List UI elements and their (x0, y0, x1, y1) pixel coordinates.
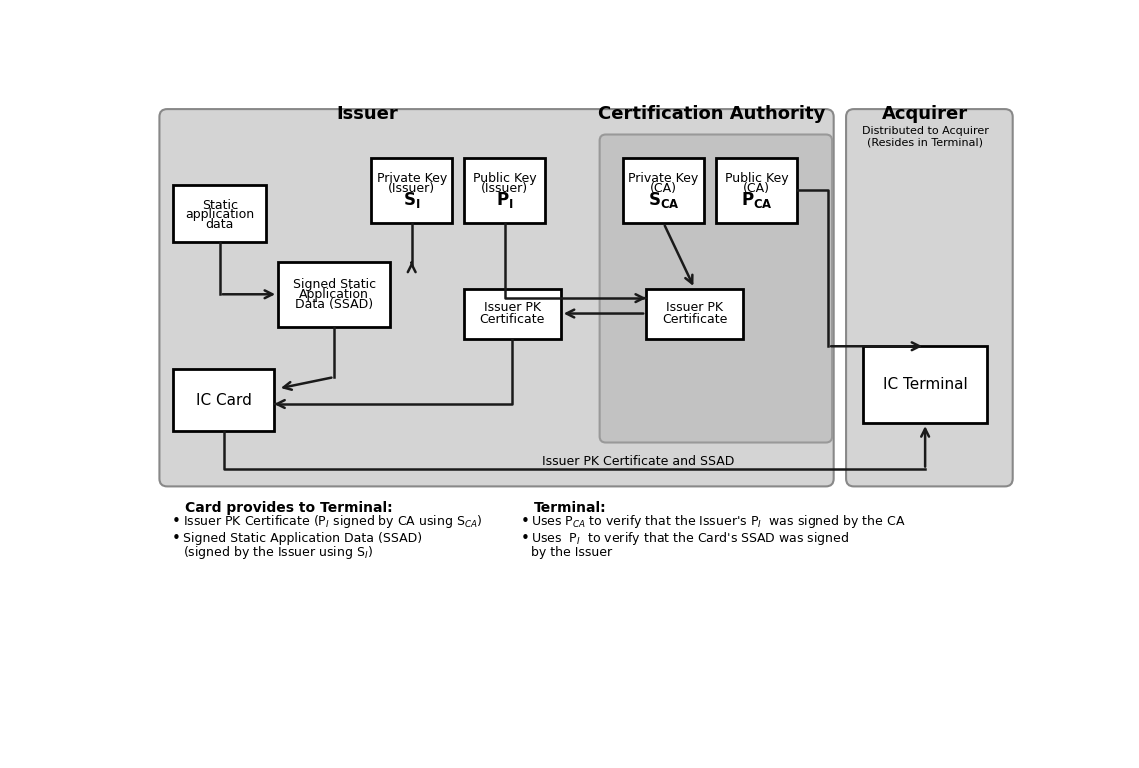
Text: Uses P$_{CA}$ to verify that the Issuer's P$_I$  was signed by the CA: Uses P$_{CA}$ to verify that the Issuer'… (532, 513, 906, 531)
Text: Certificate: Certificate (480, 313, 546, 326)
Text: Issuer PK: Issuer PK (484, 301, 541, 314)
Text: Uses  P$_I$  to verify that the Card's SSAD was signed: Uses P$_I$ to verify that the Card's SSA… (532, 530, 850, 548)
Text: Application: Application (300, 288, 369, 301)
Text: Data (SSAD): Data (SSAD) (295, 298, 374, 311)
Text: (CA): (CA) (650, 181, 677, 194)
FancyBboxPatch shape (599, 134, 833, 442)
Text: •: • (172, 531, 181, 546)
Text: Private Key: Private Key (377, 172, 446, 185)
Text: by the Issuer: by the Issuer (532, 546, 613, 559)
Bar (371, 157, 452, 223)
Bar (173, 369, 274, 431)
Bar (173, 184, 267, 243)
Bar (863, 346, 988, 423)
Text: (CA): (CA) (743, 181, 770, 194)
Text: Certificate: Certificate (662, 313, 727, 326)
Bar (716, 157, 797, 223)
Text: Issuer: Issuer (336, 104, 398, 123)
Bar (464, 157, 546, 223)
Text: Signed Static: Signed Static (293, 278, 376, 291)
Text: (Issuer): (Issuer) (388, 181, 435, 194)
Text: $\mathbf{S_{CA}}$: $\mathbf{S_{CA}}$ (648, 190, 679, 210)
Text: application: application (186, 208, 254, 221)
Text: $\mathbf{P_{CA}}$: $\mathbf{P_{CA}}$ (740, 190, 772, 210)
Text: Certification Authority: Certification Authority (598, 104, 826, 123)
Text: Private Key: Private Key (629, 172, 698, 185)
Text: IC Card: IC Card (196, 392, 252, 408)
Bar (646, 289, 743, 339)
FancyBboxPatch shape (846, 109, 1013, 486)
Text: $\mathbf{S_I}$: $\mathbf{S_I}$ (403, 190, 420, 210)
Text: Static: Static (202, 199, 238, 212)
Bar (623, 157, 704, 223)
Text: Public Key: Public Key (724, 172, 788, 185)
Text: Signed Static Application Data (SSAD): Signed Static Application Data (SSAD) (182, 532, 421, 545)
Text: •: • (521, 515, 530, 529)
Bar (278, 262, 391, 327)
Text: (Resides in Terminal): (Resides in Terminal) (867, 137, 983, 147)
Text: (Issuer): (Issuer) (481, 181, 528, 194)
Text: Issuer PK Certificate and SSAD: Issuer PK Certificate and SSAD (542, 455, 735, 468)
Text: Acquirer: Acquirer (882, 104, 968, 123)
Text: Issuer PK: Issuer PK (666, 301, 723, 314)
Text: data: data (206, 217, 233, 230)
Text: •: • (521, 531, 530, 546)
Text: Issuer PK Certificate (P$_I$ signed by CA using S$_{CA}$): Issuer PK Certificate (P$_I$ signed by C… (182, 513, 482, 531)
Text: Terminal:: Terminal: (534, 501, 606, 515)
Text: Distributed to Acquirer: Distributed to Acquirer (862, 127, 989, 137)
Text: $\mathbf{P_I}$: $\mathbf{P_I}$ (495, 190, 514, 210)
FancyBboxPatch shape (159, 109, 834, 486)
Text: Card provides to Terminal:: Card provides to Terminal: (185, 501, 393, 515)
Text: Public Key: Public Key (473, 172, 536, 185)
Text: (signed by the Issuer using S$_I$): (signed by the Issuer using S$_I$) (182, 544, 372, 561)
Text: IC Terminal: IC Terminal (883, 377, 967, 392)
Bar (464, 289, 560, 339)
Text: •: • (172, 515, 181, 529)
